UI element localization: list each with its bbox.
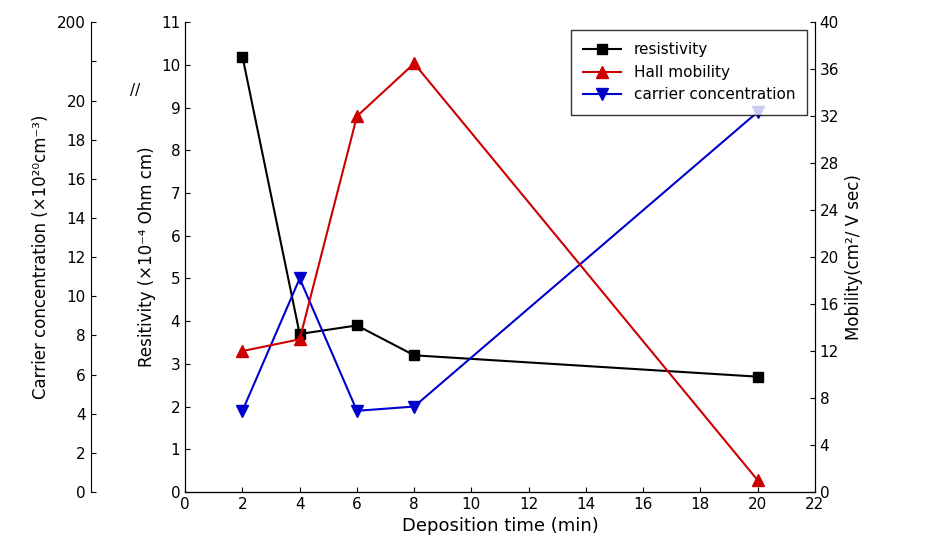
carrier concentration [408,403,419,410]
resistivity [408,352,419,359]
X-axis label: Deposition time (min): Deposition time (min) [402,517,598,536]
Line: Hall mobility: Hall mobility [237,58,763,486]
resistivity [752,373,763,380]
Hall mobility [237,348,248,354]
resistivity [351,322,362,329]
Text: //: // [130,83,140,98]
carrier concentration [752,108,763,115]
resistivity [237,53,248,60]
Line: carrier concentration: carrier concentration [237,106,763,416]
resistivity [294,330,306,337]
Y-axis label: Mobility(cm²/ V sec): Mobility(cm²/ V sec) [845,174,863,340]
Legend: resistivity, Hall mobility, carrier concentration: resistivity, Hall mobility, carrier conc… [571,30,807,115]
Y-axis label: Resitivity (×10⁻⁴ Ohm cm): Resitivity (×10⁻⁴ Ohm cm) [138,147,156,367]
carrier concentration [294,275,306,282]
Line: resistivity: resistivity [238,51,762,382]
Y-axis label: Carrier concentration (×10²⁰cm⁻³): Carrier concentration (×10²⁰cm⁻³) [32,115,50,399]
Hall mobility [294,336,306,343]
Hall mobility [752,477,763,484]
carrier concentration [351,408,362,414]
Hall mobility [408,60,419,67]
carrier concentration [237,408,248,414]
Hall mobility [351,113,362,120]
